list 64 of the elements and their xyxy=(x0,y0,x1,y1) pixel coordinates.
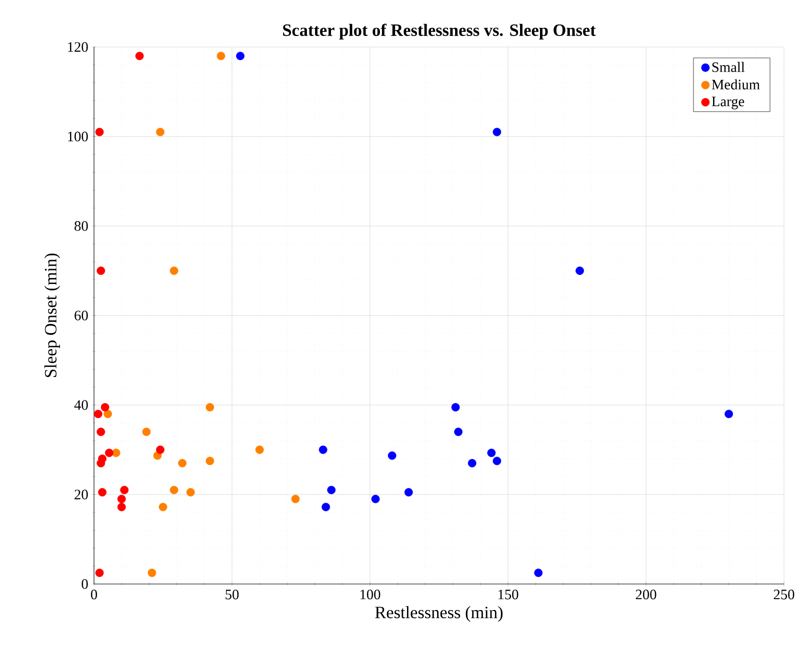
point xyxy=(170,486,178,494)
y-tick-label: 0 xyxy=(82,579,88,589)
point xyxy=(170,266,178,275)
point xyxy=(95,568,104,578)
point xyxy=(206,403,214,412)
point xyxy=(576,266,584,275)
point xyxy=(487,448,496,458)
point xyxy=(104,410,112,418)
point xyxy=(95,128,104,136)
point xyxy=(454,428,463,436)
point xyxy=(94,410,102,418)
y-tick-label: 60 xyxy=(74,310,88,320)
legend-label: Small xyxy=(712,62,745,72)
point xyxy=(186,488,195,496)
legend-label: Large xyxy=(712,96,744,110)
x-tick-label: 250 xyxy=(774,590,794,600)
point xyxy=(142,428,151,436)
point xyxy=(468,458,476,468)
point xyxy=(534,568,543,578)
x-tick-label: 150 xyxy=(498,590,518,600)
y-tick-label: 20 xyxy=(74,490,88,500)
point xyxy=(492,456,502,466)
point xyxy=(112,448,120,458)
point xyxy=(120,486,129,494)
point xyxy=(96,266,106,275)
point xyxy=(371,494,380,504)
point xyxy=(216,52,226,60)
x-tick-label: 50 xyxy=(226,590,239,600)
point xyxy=(318,446,328,454)
point xyxy=(96,428,106,436)
x-tick-label: 100 xyxy=(360,590,380,600)
y-tick-label: 80 xyxy=(74,221,88,231)
point xyxy=(135,52,144,60)
chart-title: Scatter plot of Restlessness vs. Sleep Onset xyxy=(283,24,596,40)
point xyxy=(104,448,114,458)
point xyxy=(158,502,168,512)
point xyxy=(388,451,396,460)
point xyxy=(291,494,300,504)
x-tick-label: 0 xyxy=(90,590,98,600)
point xyxy=(206,456,214,466)
y-tick-label: 100 xyxy=(68,132,88,142)
point xyxy=(451,403,460,412)
point xyxy=(117,502,126,512)
point xyxy=(178,458,187,468)
point xyxy=(98,488,106,496)
legend-label: Medium xyxy=(712,79,760,90)
y-tick-label: 40 xyxy=(74,400,88,410)
point xyxy=(156,128,164,136)
point xyxy=(236,52,244,60)
point xyxy=(156,446,164,454)
point xyxy=(148,568,156,578)
x-axis-title: Restlessness (min) xyxy=(375,606,503,622)
point xyxy=(404,488,413,496)
point xyxy=(724,410,734,418)
point xyxy=(492,128,502,136)
point xyxy=(255,446,264,454)
x-tick-label: 200 xyxy=(636,590,656,600)
y-tick-label: 120 xyxy=(68,42,88,52)
point xyxy=(117,494,126,504)
point xyxy=(327,486,336,494)
y-axis-title: Sleep Onset (min) xyxy=(44,254,60,377)
point xyxy=(100,403,110,412)
point xyxy=(322,502,330,512)
point xyxy=(98,454,106,463)
